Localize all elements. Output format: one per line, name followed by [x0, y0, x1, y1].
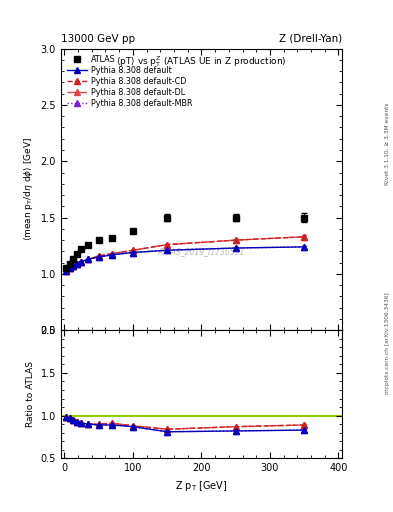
Text: 13000 GeV pp: 13000 GeV pp [61, 33, 135, 44]
Text: ATLAS_2019_I1736531: ATLAS_2019_I1736531 [158, 247, 245, 256]
Text: mcplots.cern.ch [arXiv:1306.3436]: mcplots.cern.ch [arXiv:1306.3436] [385, 292, 389, 394]
Text: Z (Drell-Yan): Z (Drell-Yan) [279, 33, 342, 44]
X-axis label: Z p$_\mathregular{T}$ [GeV]: Z p$_\mathregular{T}$ [GeV] [175, 479, 228, 493]
Text: $\langle$pT$\rangle$ vs p$_\mathregular{T}^\mathregular{Z}$ (ATLAS UE in Z produ: $\langle$pT$\rangle$ vs p$_\mathregular{… [116, 54, 287, 69]
Text: Rivet 3.1.10, ≥ 3.3M events: Rivet 3.1.10, ≥ 3.3M events [385, 102, 389, 185]
Y-axis label: $\langle$mean p$_\mathregular{T}$/d$\eta$ d$\phi\rangle$ [GeV]: $\langle$mean p$_\mathregular{T}$/d$\eta… [22, 137, 35, 242]
Legend: ATLAS, Pythia 8.308 default, Pythia 8.308 default-CD, Pythia 8.308 default-DL, P: ATLAS, Pythia 8.308 default, Pythia 8.30… [65, 53, 195, 111]
Y-axis label: Ratio to ATLAS: Ratio to ATLAS [26, 361, 35, 427]
